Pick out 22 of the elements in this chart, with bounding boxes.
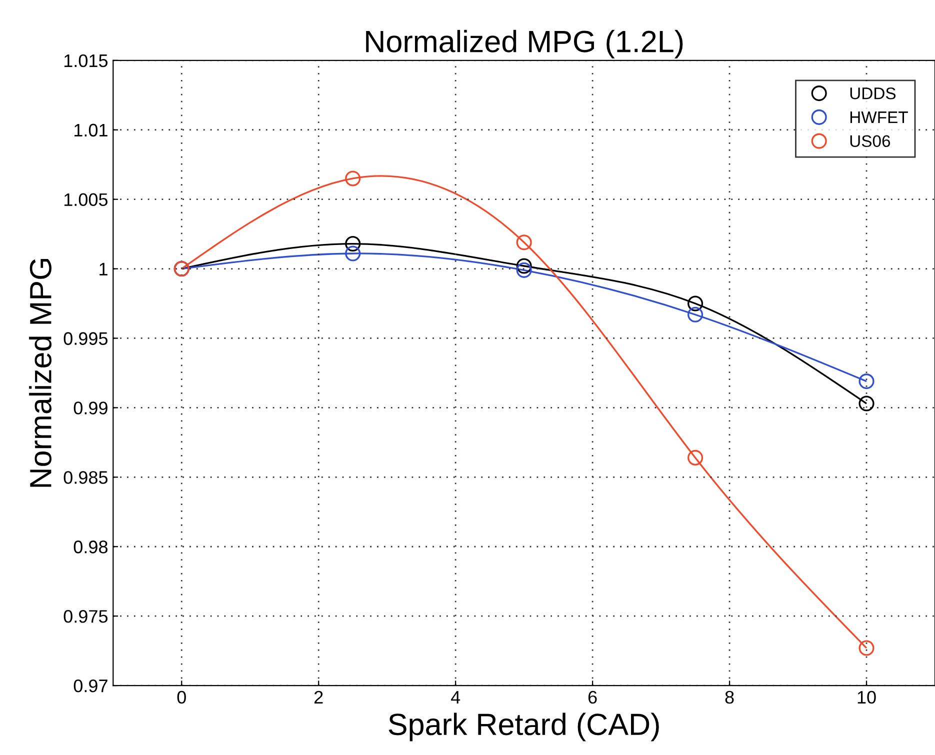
y-tick-label: 0.98 <box>74 540 108 554</box>
x-tick-label: 4 <box>450 691 460 704</box>
legend-label: US06 <box>850 135 890 148</box>
y-tick-label: 0.99 <box>74 402 108 414</box>
y-tick-label: 0.97 <box>74 679 108 692</box>
y-tick-label: 0.975 <box>64 610 108 623</box>
y-tick-label: 1.015 <box>64 54 108 68</box>
legend-label: HWFET <box>850 112 908 124</box>
x-tick-label: 2 <box>314 690 323 704</box>
y-tick-label: 1 <box>100 262 108 276</box>
x-axis-title: Spark Retard (CAD) <box>388 712 659 742</box>
y-axis-title: Normalized MPG <box>29 258 52 487</box>
x-tick-label: 6 <box>588 690 597 704</box>
y-tick-label: 1.01 <box>74 124 108 137</box>
y-tick-label: 1.005 <box>64 193 108 206</box>
y-tick-label: 0.995 <box>64 332 108 345</box>
chart-title: Normalized MPG (1.2L) <box>366 30 683 58</box>
x-tick-label: 8 <box>725 690 734 704</box>
x-tick-label: 10 <box>858 690 876 704</box>
x-tick-label: 0 <box>177 690 186 704</box>
y-tick-label: 0.985 <box>64 471 108 484</box>
legend-label: UDDS <box>850 88 896 100</box>
